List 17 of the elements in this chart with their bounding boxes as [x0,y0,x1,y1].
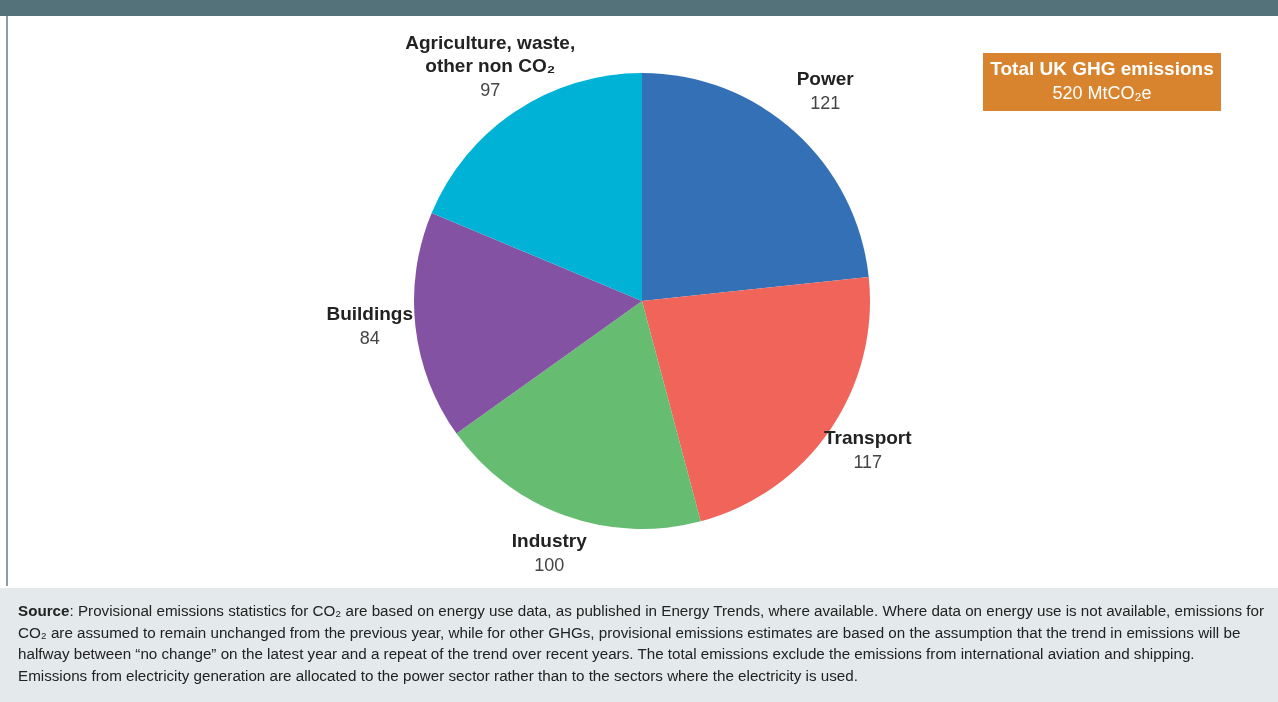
pie-slice [431,73,642,301]
slice-label: Industry [511,529,588,551]
data-label: 97 [480,79,501,100]
data-label: 100 [534,554,565,575]
slice-label: Transport [823,427,913,449]
data-label: 117 [853,452,883,473]
text: 520 MtCO₂e [1051,82,1153,105]
slice-label: Power [796,68,855,90]
data-label: 84 [359,327,380,348]
pie-slice [456,301,701,529]
pie-slice [642,73,869,301]
pie-slice [414,212,642,434]
slice-label: Buildings [326,302,413,324]
data-label: 121 [810,93,841,114]
source-note: Source: Provisional emissions statistics for CO₂ are based on energy use data, as published in Energy Trends, where available. Where data on energy use is not available, emissions for CO₂ are assumed to remain unchanged from the previous year, while for other GHGs, provisional emissions estimates are based on the assumption that the trend in emissions will be halfway between “no change” on the latest year and a repeat of the trend over recent years. The total emissions exclude the emissions from international aviation and shipping. Emissions from electricity generation are allocated to the power sector rather than to the sectors where the electricity is used. [18,602,1265,684]
slice-label: Agriculture, waste, other non CO₂ [405,31,576,76]
text: Total UK GHG emissions [989,57,1215,81]
